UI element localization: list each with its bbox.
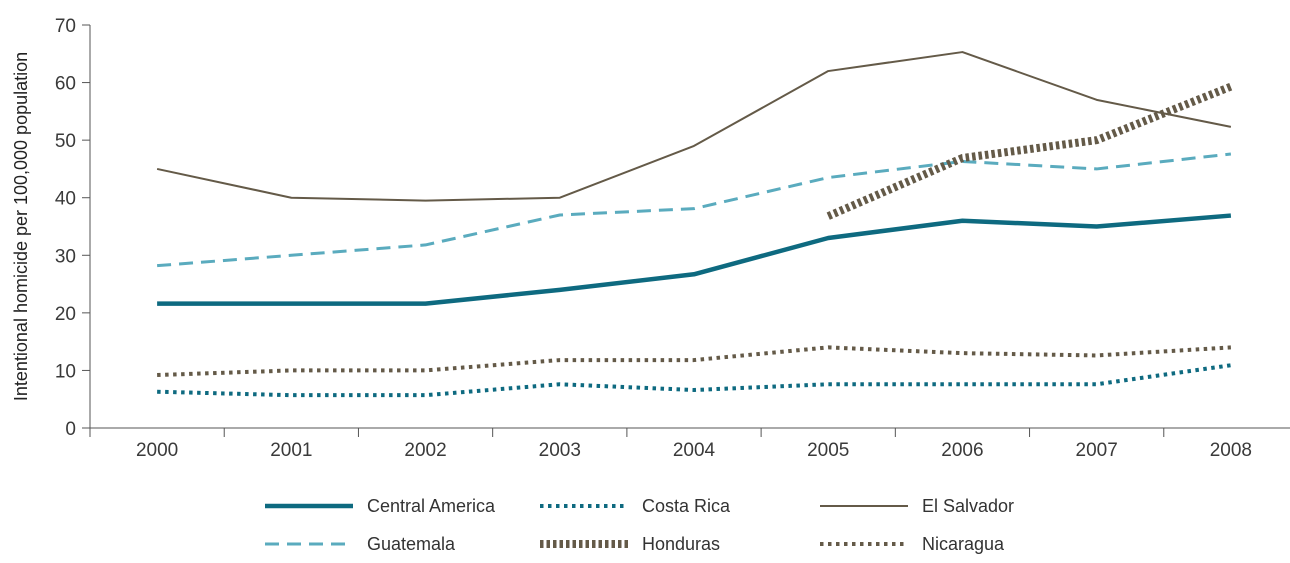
legend-item-honduras: Honduras (540, 534, 720, 554)
x-tick-label: 2002 (404, 440, 446, 461)
x-tick-label: 2007 (1076, 440, 1118, 461)
legend-label: Nicaragua (922, 534, 1005, 554)
legend-label: El Salvador (922, 496, 1014, 516)
y-tick-label: 50 (55, 131, 76, 152)
legend-item-nicaragua: Nicaragua (820, 534, 1005, 554)
legend-item-guatemala: Guatemala (265, 534, 456, 554)
y-tick-label: 20 (55, 304, 76, 325)
series-line-el-salvador (156, 51, 1232, 202)
x-tick-label: 2003 (539, 440, 581, 461)
x-tick-label: 2001 (270, 440, 312, 461)
series-line-honduras (826, 82, 1233, 220)
legend-label: Guatemala (367, 534, 456, 554)
legend-label: Honduras (642, 534, 720, 554)
y-axis-title: Intentional homicide per 100,000 populat… (11, 52, 31, 401)
legend-item-central-america: Central America (265, 496, 496, 516)
x-tick-label: 2006 (941, 440, 983, 461)
legend-item-costa-rica: Costa Rica (540, 496, 731, 516)
y-ticks: 0 10 20 30 40 50 60 70 (55, 16, 90, 440)
series-line-costa-rica (157, 363, 1232, 398)
legend-label: Costa Rica (642, 496, 731, 516)
x-tick-label: 2000 (136, 440, 178, 461)
y-tick-label: 60 (55, 74, 76, 95)
y-tick-label: 30 (55, 246, 76, 267)
x-tick-label: 2004 (673, 440, 716, 461)
legend: Central America Costa Rica El Salvador Guat… (265, 496, 1014, 554)
y-tick-label: 40 (55, 189, 76, 210)
x-ticks: 2000 2001 2002 2003 2004 2005 2006 2007 2008 (89, 428, 1252, 461)
series-line-central-america (157, 213, 1232, 306)
y-tick-label: 10 (55, 361, 76, 382)
legend-item-el-salvador: El Salvador (820, 496, 1014, 516)
x-tick-label: 2008 (1210, 440, 1252, 461)
y-tick-label: 70 (55, 16, 76, 37)
series-line-nicaragua (157, 345, 1232, 378)
y-tick-label: 0 (65, 419, 76, 440)
legend-label: Central America (367, 496, 496, 516)
series-layer (156, 51, 1233, 398)
series-line-guatemala (156, 152, 1232, 268)
x-tick-label: 2005 (807, 440, 849, 461)
axes: 0 10 20 30 40 50 60 70 2000 2001 2002 2003 2004 2005… (55, 16, 1290, 461)
